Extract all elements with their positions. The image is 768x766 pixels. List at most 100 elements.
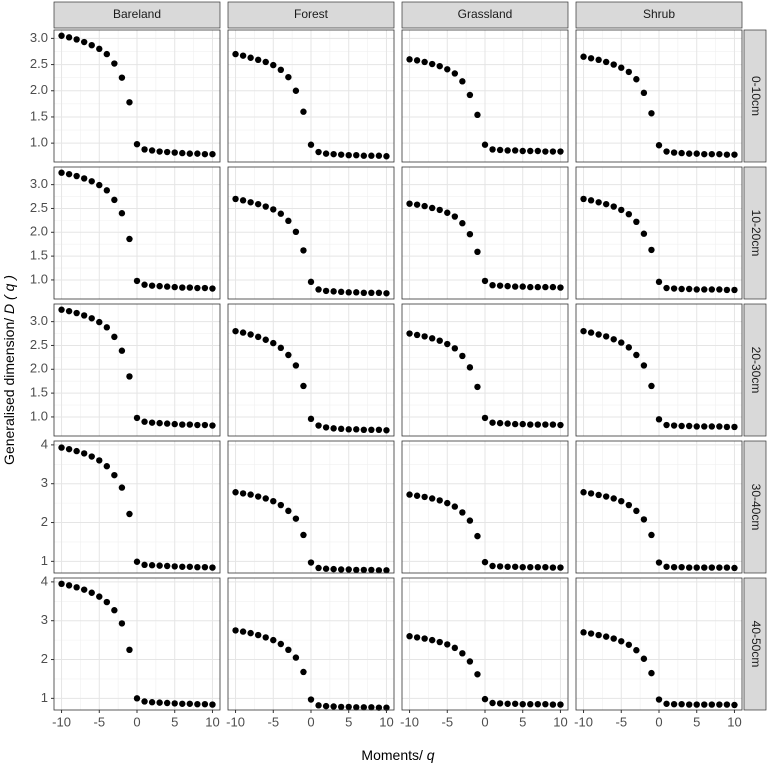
data-point (292, 515, 300, 522)
data-point (413, 201, 421, 208)
column-label: Grassland (458, 7, 513, 21)
data-point (148, 562, 156, 569)
data-point (481, 414, 489, 422)
data-point (534, 700, 542, 708)
data-point (171, 563, 178, 570)
data-point (511, 283, 519, 290)
data-point (247, 199, 254, 206)
data-point (186, 150, 194, 157)
data-point (360, 704, 368, 711)
data-point (580, 195, 587, 203)
data-point (330, 703, 337, 710)
data-point (504, 282, 511, 290)
data-point (466, 658, 474, 665)
panel-border (53, 303, 221, 437)
data-point (413, 634, 421, 641)
data-point (549, 564, 557, 571)
data-point (383, 290, 390, 297)
data-point (315, 702, 322, 709)
data-point (65, 170, 73, 178)
strip (743, 303, 767, 437)
data-point (685, 564, 693, 571)
data-point (337, 703, 345, 711)
data-point (133, 140, 141, 148)
data-point (330, 288, 337, 295)
data-point (111, 333, 118, 341)
data-point (133, 695, 141, 702)
data-point (580, 489, 587, 496)
data-point (655, 142, 663, 149)
data-point (156, 282, 163, 290)
data-point (466, 364, 474, 371)
data-point (618, 497, 625, 505)
data-point (685, 150, 693, 157)
data-point (716, 423, 723, 430)
data-point (602, 633, 610, 640)
data-point (270, 636, 277, 644)
data-point (133, 414, 141, 422)
data-point (194, 150, 201, 157)
data-point (58, 306, 65, 313)
data-point (322, 150, 330, 157)
data-point (292, 228, 300, 236)
data-point (723, 701, 731, 708)
data-point (701, 286, 708, 293)
y-tick-label: 1 (41, 553, 48, 568)
data-point (232, 195, 239, 203)
data-point (708, 150, 716, 158)
data-point (141, 146, 148, 153)
data-point (708, 564, 716, 571)
data-point (156, 562, 163, 569)
y-tick-label: 3.0 (30, 313, 48, 328)
panel-border (401, 303, 569, 437)
data-point (496, 563, 504, 570)
data-point (156, 148, 163, 155)
data-point (595, 199, 602, 206)
data-point (496, 282, 504, 289)
column-label: Bareland (113, 7, 161, 21)
data-point (625, 210, 633, 218)
strip (575, 1, 743, 29)
x-tick-label: 0 (133, 714, 140, 729)
panel-border (227, 166, 395, 300)
data-point (201, 700, 209, 708)
x-tick-label: 0 (307, 714, 314, 729)
data-point (186, 284, 194, 291)
data-point (451, 70, 459, 77)
data-point (549, 421, 557, 428)
panel-border (227, 303, 395, 437)
data-point (618, 206, 625, 214)
data-point (239, 628, 247, 635)
y-tick-label: 2.0 (30, 224, 48, 239)
data-point (663, 563, 670, 570)
data-point (640, 516, 648, 523)
data-point (542, 148, 549, 155)
x-tick-label: 0 (481, 714, 488, 729)
data-point (111, 607, 118, 614)
data-point (330, 150, 337, 158)
data-point (163, 562, 171, 570)
data-point (655, 416, 663, 423)
data-point (96, 181, 103, 189)
data-point (557, 701, 564, 708)
data-point (663, 421, 670, 429)
data-point (580, 53, 587, 60)
data-point (519, 563, 526, 571)
data-point (633, 647, 640, 654)
data-point (111, 196, 118, 204)
data-point (133, 558, 141, 565)
data-point (179, 421, 186, 428)
data-point (330, 425, 337, 432)
data-point (65, 582, 73, 589)
data-point (610, 61, 617, 68)
data-point (474, 671, 481, 678)
data-point (254, 333, 262, 341)
data-point (73, 172, 80, 180)
data-point (375, 426, 383, 434)
y-tick-label: 3.0 (30, 176, 48, 191)
data-point (96, 45, 103, 53)
data-point (693, 286, 700, 293)
data-point (451, 503, 459, 510)
data-point (201, 284, 209, 292)
data-point (103, 50, 111, 58)
